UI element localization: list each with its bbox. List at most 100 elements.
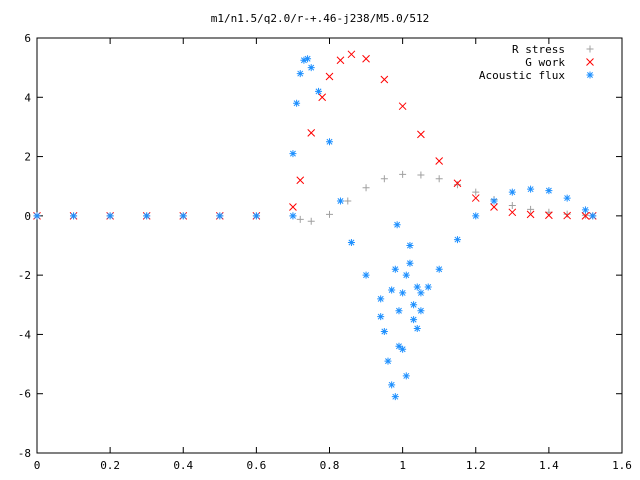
acoustic-flux-point xyxy=(296,70,304,78)
acoustic-flux-point xyxy=(377,295,385,303)
acoustic-flux-point xyxy=(326,138,333,146)
acoustic-flux-point xyxy=(362,271,370,279)
r-stress-point xyxy=(508,201,516,209)
legend-marker-r-stress xyxy=(586,45,594,53)
r-stress-point xyxy=(344,197,352,205)
g-work-point xyxy=(490,203,498,211)
x-tick-label: 1.2 xyxy=(466,459,486,472)
r-stress-point xyxy=(472,188,480,196)
g-work-point xyxy=(435,157,444,165)
acoustic-flux-point xyxy=(581,206,589,214)
g-work-point xyxy=(362,54,370,63)
x-tick-label: 1 xyxy=(399,459,406,472)
acoustic-flux-point xyxy=(307,64,315,72)
acoustic-flux-point xyxy=(472,212,480,220)
g-work-point xyxy=(380,75,389,84)
r-stress-point xyxy=(296,215,304,223)
acoustic-flux-point xyxy=(417,289,425,297)
g-work-point xyxy=(581,212,590,220)
acoustic-flux-point xyxy=(179,212,187,220)
r-stress-point xyxy=(362,184,370,192)
r-stress-point xyxy=(563,210,571,218)
g-work-point xyxy=(545,211,553,220)
g-work-point xyxy=(296,176,305,185)
y-tick-label: -8 xyxy=(18,447,31,460)
acoustic-flux-point xyxy=(527,185,535,193)
g-work-point xyxy=(471,194,480,202)
acoustic-flux-point xyxy=(289,212,297,220)
legend-marker-acoustic-flux xyxy=(586,71,594,79)
r-stress-point xyxy=(307,217,315,225)
x-tick-label: 0.8 xyxy=(320,459,340,472)
acoustic-flux-point xyxy=(424,283,432,291)
acoustic-flux-point xyxy=(435,265,443,273)
series-2 xyxy=(33,55,597,401)
r-stress-point xyxy=(380,175,388,183)
g-work-point xyxy=(336,56,345,65)
r-stress-point xyxy=(417,171,425,179)
g-work-point xyxy=(563,211,572,220)
series-0 xyxy=(33,170,597,225)
acoustic-flux-point xyxy=(490,197,498,205)
acoustic-flux-point xyxy=(453,236,461,244)
acoustic-flux-point xyxy=(388,381,396,389)
acoustic-flux-point xyxy=(413,283,421,291)
g-work-point xyxy=(325,72,334,81)
acoustic-flux-point xyxy=(216,212,224,220)
acoustic-flux-point xyxy=(377,313,385,321)
r-stress-point xyxy=(399,170,407,178)
y-tick-label: 2 xyxy=(24,151,31,164)
acoustic-flux-point xyxy=(347,239,355,247)
acoustic-flux-point xyxy=(336,197,344,205)
acoustic-flux-point xyxy=(252,212,260,220)
x-tick-label: 1.4 xyxy=(539,459,559,472)
acoustic-flux-point xyxy=(563,194,571,202)
acoustic-flux-point xyxy=(393,221,401,229)
g-work-point xyxy=(526,210,535,219)
y-tick-label: 4 xyxy=(24,91,31,104)
acoustic-flux-point xyxy=(33,212,41,220)
acoustic-flux-point xyxy=(384,357,392,365)
acoustic-flux-point xyxy=(380,327,388,335)
y-tick-label: 6 xyxy=(24,32,31,45)
legend-label: Acoustic flux xyxy=(479,69,565,82)
acoustic-flux-point xyxy=(413,325,421,332)
acoustic-flux-point xyxy=(143,212,151,220)
g-work-point xyxy=(307,129,316,137)
g-work-point xyxy=(289,203,297,211)
x-tick-label: 0.6 xyxy=(246,459,266,472)
legend-label: R stress xyxy=(512,43,565,56)
acoustic-flux-point xyxy=(391,393,399,401)
acoustic-flux-point xyxy=(391,265,399,273)
g-work-point xyxy=(417,130,425,139)
acoustic-flux-point xyxy=(106,212,114,220)
acoustic-flux-point xyxy=(289,150,297,158)
y-tick-label: 0 xyxy=(24,210,31,223)
acoustic-flux-point xyxy=(406,259,414,267)
acoustic-flux-point xyxy=(304,55,312,63)
x-tick-label: 0.2 xyxy=(100,459,120,472)
acoustic-flux-point xyxy=(395,307,403,315)
g-work-point xyxy=(347,50,356,59)
r-stress-point xyxy=(527,205,535,213)
r-stress-point xyxy=(326,210,333,218)
x-tick-label: 0.4 xyxy=(173,459,193,472)
acoustic-flux-point xyxy=(406,242,414,249)
acoustic-flux-point xyxy=(293,99,301,107)
legend-marker-g-work xyxy=(586,58,594,66)
acoustic-flux-point xyxy=(508,188,516,196)
g-work-point xyxy=(453,179,462,188)
acoustic-flux-point xyxy=(399,289,407,297)
acoustic-flux-point xyxy=(315,87,323,95)
acoustic-flux-point xyxy=(410,301,418,309)
y-tick-label: -2 xyxy=(18,269,31,282)
y-tick-label: -6 xyxy=(18,388,31,401)
acoustic-flux-point xyxy=(70,212,78,220)
g-work-point xyxy=(318,93,327,102)
acoustic-flux-point xyxy=(388,286,396,294)
acoustic-flux-point xyxy=(395,342,403,350)
x-tick-label: 0 xyxy=(34,459,41,472)
plot-frame xyxy=(36,37,623,454)
acoustic-flux-point xyxy=(545,187,553,195)
